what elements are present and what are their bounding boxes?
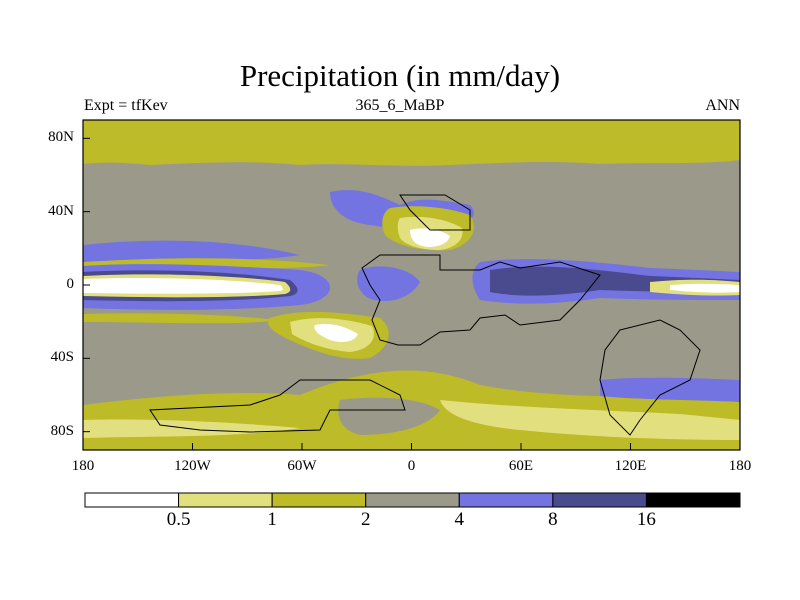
southern-gray-patch <box>338 397 440 435</box>
x-tick-label: 120E <box>614 458 647 474</box>
colorbar-label: 1 <box>267 509 277 530</box>
x-tick-label: 120W <box>174 458 211 474</box>
midlat-north-blue <box>83 240 300 262</box>
east-itcz-core <box>670 283 740 293</box>
colorbar-label: 16 <box>636 509 656 530</box>
colorbar-swatch <box>365 492 460 508</box>
y-tick-label: 40S <box>50 349 74 366</box>
x-tick-label: 60E <box>508 458 534 474</box>
colorbar-label: 0.5 <box>166 509 191 530</box>
y-tick-label: 40N <box>48 202 74 219</box>
axis-ticks <box>82 137 741 450</box>
colorbar-swatch <box>271 492 367 508</box>
south-america-core <box>314 324 358 342</box>
colorbar <box>84 492 741 508</box>
african-blue <box>357 266 420 302</box>
x-tick-label: 180 <box>71 458 95 474</box>
precipitation-field <box>83 120 740 450</box>
period-label: 365_6_MaBP <box>355 97 445 114</box>
colorbar-label: 4 <box>454 509 465 530</box>
colorbar-swatch <box>458 492 554 508</box>
x-tick-label: 0 <box>407 458 416 474</box>
y-tick-label: 80N <box>48 129 74 146</box>
colorbar-label: 8 <box>548 509 558 530</box>
itcz-core <box>83 277 283 294</box>
x-tick-label: 180 <box>728 458 752 474</box>
colorbar-swatch <box>645 492 741 508</box>
south-pacific-yellow <box>83 313 280 324</box>
southern-light-band <box>440 400 740 440</box>
experiment-label: Expt = tfKev <box>84 97 168 114</box>
north-polar-band <box>83 120 740 166</box>
colorbar-label: 2 <box>360 509 371 530</box>
season-label: ANN <box>705 97 740 114</box>
y-tick-label: 0 <box>66 276 75 292</box>
map-title: Precipitation (in mm/day) <box>239 58 561 93</box>
colorbar-swatch <box>178 492 273 508</box>
continent-outline <box>149 194 701 436</box>
colorbar-swatch <box>84 492 180 508</box>
mediterranean-core <box>410 228 450 247</box>
x-tick-label: 60W <box>287 458 317 474</box>
colorbar-swatch <box>552 492 647 508</box>
y-tick-label: 80S <box>50 422 74 439</box>
